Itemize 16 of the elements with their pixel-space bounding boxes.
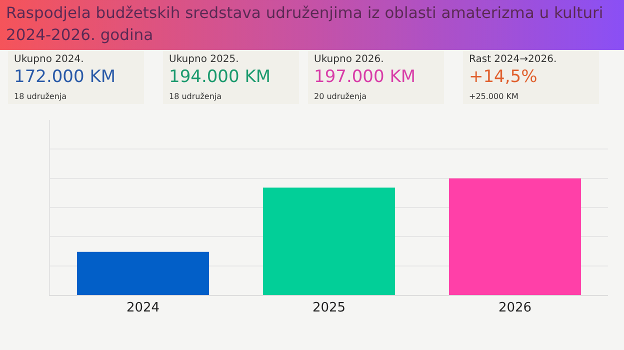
text: 20 udruženja xyxy=(314,92,367,101)
text: 194.000 KM xyxy=(169,67,271,87)
x-tick-label: 2025 xyxy=(312,300,346,316)
x-tick-label: 2026 xyxy=(498,300,532,316)
text: +25.000 KM xyxy=(469,92,518,101)
text: Rast 2024→2026. xyxy=(469,54,557,65)
text: 197.000 KM xyxy=(314,67,416,87)
text: 18 udruženja xyxy=(14,92,67,101)
text: Ukupno 2026. xyxy=(314,54,384,65)
text: Ukupno 2024. xyxy=(14,54,84,65)
text: 172.000 KM xyxy=(14,67,116,87)
text: 18 udruženja xyxy=(169,92,222,101)
x-tick-label: 2024 xyxy=(126,300,160,316)
chart-title: Raspodjela budžetskih sredstava udruženjima iz oblasti amaterizma u kulturi 2024-2026. godina xyxy=(0,0,624,50)
text: +14,5% xyxy=(469,67,538,87)
text: Ukupno 2025. xyxy=(169,54,239,65)
